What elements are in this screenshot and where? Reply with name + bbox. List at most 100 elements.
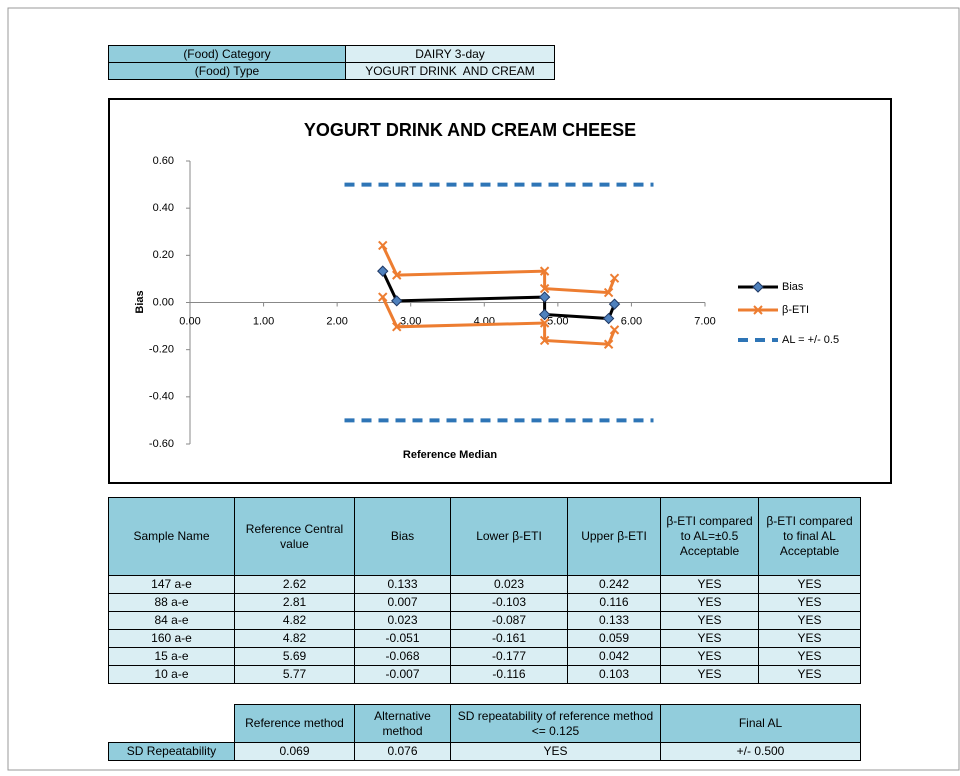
cell: Lower β-ETI <box>450 497 568 576</box>
y-axis-label: Bias <box>134 290 146 313</box>
cell: YES <box>660 665 759 684</box>
info-table: (Food) Category DAIRY 3-day (Food) Type YOG… <box>108 45 555 80</box>
bias-point <box>538 308 551 321</box>
cell: 0.023 <box>354 611 451 630</box>
cell: Alternative method <box>354 704 451 743</box>
eti-point <box>378 240 388 251</box>
cell: Bias <box>354 497 451 576</box>
cell: YES <box>758 629 861 648</box>
cell: 0.023 <box>450 575 568 594</box>
bias-point <box>538 291 551 303</box>
legend-label: Bias <box>782 281 804 293</box>
cell: +/- 0.500 <box>659 742 862 761</box>
cell: -0.087 <box>450 611 568 630</box>
cell: YES <box>758 647 861 666</box>
cell: 0.069 <box>234 742 355 761</box>
row: (Food) Type YOGURT DRINK AND CREAM <box>108 62 555 80</box>
y-tick-label: -0.20 <box>149 344 174 356</box>
eti-point <box>539 335 550 346</box>
cell: 0.242 <box>567 575 661 594</box>
lower-line <box>381 296 616 346</box>
cell: 0.007 <box>354 593 451 612</box>
row: Reference method Alternative method SD rep… <box>109 704 862 743</box>
cell: DAIRY 3-day <box>345 45 555 63</box>
chart-title: YOGURT DRINK AND CREAM CHEESE <box>304 120 636 140</box>
cell: YES <box>660 647 759 666</box>
cell: 147 a-e <box>108 575 235 594</box>
bias-point <box>377 265 389 277</box>
eti-point <box>539 266 550 276</box>
row: Sample Name Reference Central value Bias Lo… <box>108 497 861 576</box>
eti-point <box>539 283 550 294</box>
cell: β-ETI compared to final AL Acceptable <box>758 497 861 576</box>
row: 160 a-e 4.82 -0.051 -0.161 0.059 YES YES <box>108 629 861 648</box>
cell: YES <box>758 575 861 594</box>
cell: 2.81 <box>234 593 355 612</box>
cell: 88 a-e <box>108 593 235 612</box>
cell: 10 a-e <box>108 665 235 684</box>
cell: 2.62 <box>234 575 355 594</box>
cell: 0.059 <box>567 629 661 648</box>
eti-point <box>603 287 614 298</box>
cell: 4.82 <box>234 611 355 630</box>
cell: Sample Name <box>108 497 235 576</box>
y-tick-label: 0.40 <box>153 202 174 214</box>
x-tick-label: 0.00 <box>179 315 200 327</box>
cell: YOGURT DRINK AND CREAM <box>345 62 555 80</box>
cell: -0.007 <box>354 665 451 684</box>
cell: SD Repeatability <box>108 742 235 761</box>
row: 10 a-e 5.77 -0.007 -0.116 0.103 YES YES <box>108 665 861 684</box>
sheet-border <box>7 7 960 771</box>
cell: YES <box>660 629 759 648</box>
cell: 160 a-e <box>108 629 235 648</box>
row: 147 a-e 2.62 0.133 0.023 0.242 YES YES <box>108 575 861 594</box>
cell: 0.116 <box>567 593 661 612</box>
cell: 15 a-e <box>108 647 235 666</box>
legend-marker <box>752 281 764 293</box>
cell: -0.116 <box>450 665 568 684</box>
eti-point <box>609 273 620 283</box>
cell: YES <box>660 611 759 630</box>
cell: β-ETI compared to AL=±0.5 Acceptable <box>660 497 759 576</box>
cell: YES <box>450 742 661 761</box>
bias-point <box>608 298 621 310</box>
cell: SD repeatability of reference method <= … <box>450 704 661 743</box>
y-tick-label: -0.60 <box>149 438 174 450</box>
x-tick-label: 3.00 <box>400 315 421 327</box>
eti-point <box>392 270 402 280</box>
cell: YES <box>758 665 861 684</box>
bias-point <box>391 295 403 307</box>
eti-point <box>392 322 402 332</box>
y-tick-label: 0.00 <box>153 296 174 308</box>
eti-point <box>603 339 614 349</box>
cell: (Food) Category <box>108 45 346 63</box>
y-tick-label: 0.60 <box>153 155 174 167</box>
cell: 0.133 <box>354 575 451 594</box>
results-table: Sample Name Reference Central value Bias Lo… <box>108 497 861 684</box>
row: 88 a-e 2.81 0.007 -0.103 0.116 YES YES <box>108 593 861 612</box>
cell: -0.177 <box>450 647 568 666</box>
x-tick-label: 5.00 <box>547 315 568 327</box>
y-tick-label: -0.40 <box>149 391 174 403</box>
legend-marker <box>753 305 763 315</box>
cell: Final AL <box>659 704 862 743</box>
cell: 0.076 <box>354 742 451 761</box>
repeatability-table: Reference method Alternative method SD rep… <box>108 704 862 761</box>
legend-label: AL = +/- 0.5 <box>782 334 839 346</box>
x-tick-label: 6.00 <box>621 315 642 327</box>
x-tick-label: 7.00 <box>694 315 715 327</box>
chart-frame <box>108 98 892 484</box>
cell: (Food) Type <box>108 62 346 80</box>
legend-label: β-ETI <box>782 304 809 316</box>
cell: YES <box>758 611 861 630</box>
cell: Upper β-ETI <box>567 497 661 576</box>
cell: -0.068 <box>354 647 451 666</box>
upper-line <box>381 244 616 295</box>
row: 84 a-e 4.82 0.023 -0.087 0.133 YES YES <box>108 611 861 630</box>
eti-point <box>609 325 620 335</box>
cell <box>109 705 235 743</box>
cell: 0.042 <box>567 647 661 666</box>
cell: 84 a-e <box>108 611 235 630</box>
